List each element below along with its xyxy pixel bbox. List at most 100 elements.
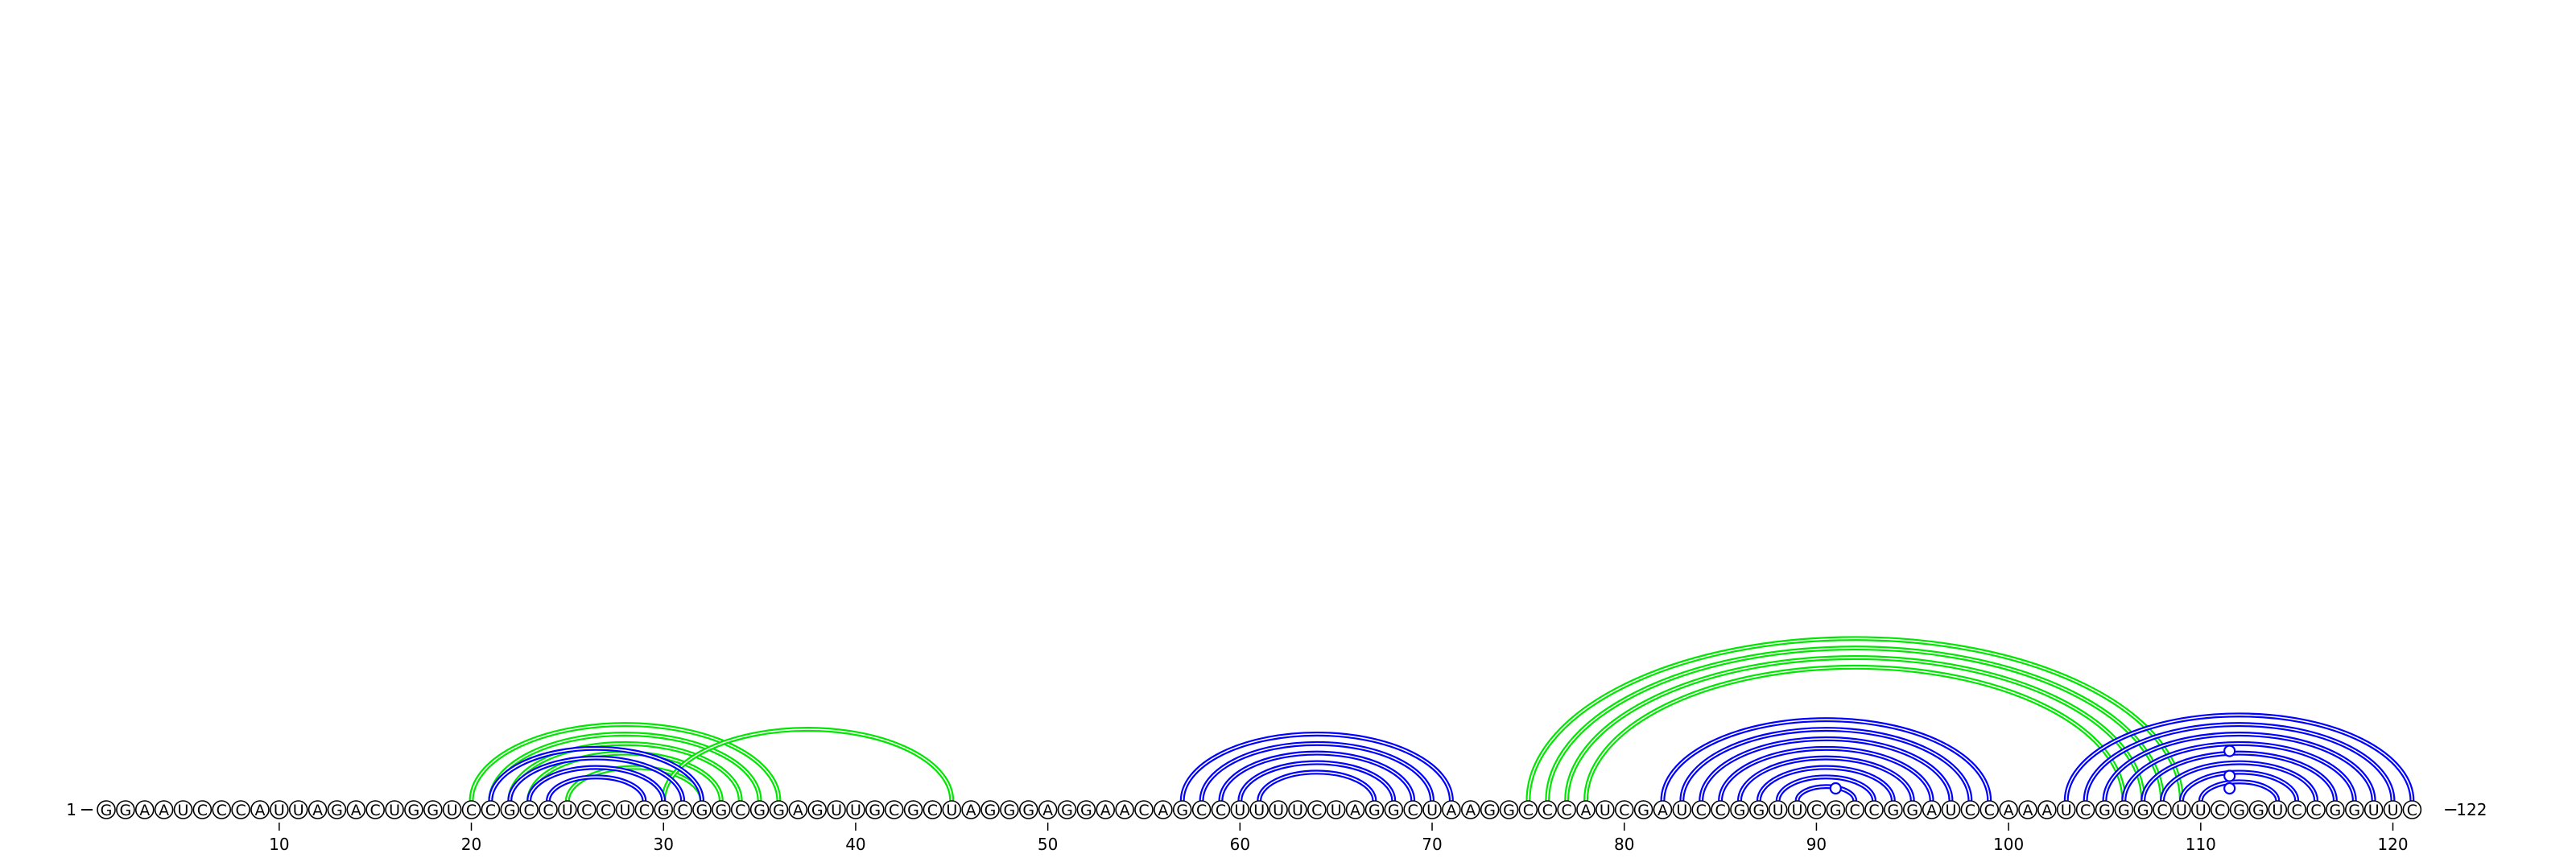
nucleotide: C bbox=[1134, 800, 1154, 819]
nucleotide-letter: C bbox=[217, 802, 227, 819]
nucleotide-letter: G bbox=[985, 802, 997, 819]
nucleotide-letter: A bbox=[1350, 802, 1360, 819]
primary-arc bbox=[1794, 784, 1858, 802]
nucleotide: C bbox=[1845, 800, 1864, 819]
nucleotide: C bbox=[576, 800, 597, 819]
nucleotide-letter: A bbox=[2023, 802, 2033, 819]
axis-tick: 60 bbox=[1230, 823, 1250, 854]
secondary-arc bbox=[526, 750, 724, 802]
nucleotide: U bbox=[2383, 800, 2403, 819]
nucleotide-letter: C bbox=[197, 802, 208, 819]
nucleotide: A bbox=[1442, 800, 1461, 819]
nucleotide-letter: G bbox=[658, 802, 670, 819]
secondary-arcs bbox=[469, 636, 2184, 802]
nucleotide-letter: A bbox=[254, 802, 265, 819]
primary-arc bbox=[1736, 755, 1915, 802]
nucleotide-letter: U bbox=[1273, 802, 1284, 819]
nucleotide: G bbox=[2095, 800, 2115, 819]
nucleotide-letter: G bbox=[1061, 802, 1073, 819]
nucleotide-letter: C bbox=[1965, 802, 1975, 819]
nucleotide: C bbox=[1538, 800, 1558, 819]
nucleotide-letter: C bbox=[2292, 802, 2302, 819]
axis-tick: 40 bbox=[845, 823, 866, 854]
nucleotide-letter: G bbox=[696, 802, 708, 819]
nucleotide: C bbox=[730, 800, 750, 819]
nucleotide: U bbox=[558, 800, 577, 819]
nucleotide: C bbox=[1557, 800, 1576, 819]
nucleotide-letter: U bbox=[293, 802, 304, 819]
nucleotide-letter: U bbox=[850, 802, 861, 819]
primary-arc bbox=[526, 765, 667, 802]
nucleotide: G bbox=[1364, 800, 1385, 819]
nucleotide: C bbox=[596, 800, 616, 819]
nucleotide: C bbox=[1691, 800, 1711, 819]
nucleotide: G bbox=[500, 800, 520, 819]
nucleotide: U bbox=[1269, 800, 1288, 819]
nucleotide: G bbox=[1749, 800, 1769, 819]
nucleotide: C bbox=[2306, 800, 2326, 819]
nucleotide: A bbox=[154, 800, 174, 819]
nucleotide-letter: G bbox=[1388, 802, 1400, 819]
nucleotide-letter: C bbox=[581, 802, 592, 819]
axis-tick: 80 bbox=[1614, 823, 1634, 854]
secondary-arc bbox=[1564, 655, 2146, 802]
primary-arc bbox=[546, 774, 647, 802]
nucleotide: C bbox=[539, 800, 558, 819]
nucleotide-letter: U bbox=[1792, 802, 1803, 819]
tick-label: 40 bbox=[845, 835, 865, 854]
nucleotide: U bbox=[2363, 800, 2384, 819]
nucleotide-letter: C bbox=[1561, 802, 1571, 819]
nucleotide: A bbox=[2037, 800, 2057, 819]
nucleotide-letter: G bbox=[101, 802, 113, 819]
nucleotide-letter: G bbox=[1503, 802, 1515, 819]
nucleotide-letter: G bbox=[1734, 802, 1746, 819]
nucleotide: U bbox=[1326, 800, 1346, 819]
nucleotide-letter: C bbox=[1715, 802, 1725, 819]
nucleotide: A bbox=[1653, 800, 1673, 819]
primary-arc bbox=[1660, 717, 1992, 802]
nucleotide: U bbox=[2056, 800, 2076, 819]
nucleotide-letter: G bbox=[2330, 802, 2342, 819]
nucleotide-letter: G bbox=[1830, 802, 1842, 819]
nucleotide: U bbox=[173, 800, 193, 819]
nucleotide-letter: C bbox=[1523, 802, 1534, 819]
nucleotide: C bbox=[1864, 800, 1884, 819]
nucleotide: G bbox=[807, 800, 827, 819]
nucleotide-letter: A bbox=[139, 802, 150, 819]
end-label: 122 bbox=[2456, 800, 2487, 819]
nucleotide-letter: G bbox=[1752, 802, 1765, 819]
primary-arc bbox=[2083, 722, 2396, 802]
nucleotide-letter: U bbox=[1292, 802, 1303, 819]
nucleotide: A bbox=[2018, 800, 2037, 819]
nucleotide: C bbox=[1960, 800, 1980, 819]
primary-arc bbox=[1237, 760, 1397, 802]
nucleotide-letter: G bbox=[1637, 802, 1649, 819]
nucleotide: A bbox=[346, 800, 366, 819]
nucleotide: C bbox=[2153, 800, 2172, 819]
nucleotide-letter: G bbox=[2252, 802, 2264, 819]
nucleotide: G bbox=[1499, 800, 1519, 819]
nucleotide: G bbox=[1884, 800, 1903, 819]
nucleotide: U bbox=[1768, 800, 1788, 819]
nucleotide: U bbox=[1672, 800, 1692, 819]
axis-tick: 50 bbox=[1038, 823, 1058, 854]
nucleotide-letter: G bbox=[1906, 802, 1918, 819]
tick-label: 120 bbox=[2377, 835, 2408, 854]
nucleotide-letter: G bbox=[2099, 802, 2111, 819]
nucleotide: A bbox=[1576, 800, 1596, 819]
nucleotide: C bbox=[2075, 800, 2095, 819]
nucleotide: C bbox=[2210, 800, 2230, 819]
nucleotide: G bbox=[692, 800, 712, 819]
nucleotide-letter: C bbox=[543, 802, 553, 819]
nucleotide: C bbox=[884, 800, 904, 819]
nucleotide-letter: U bbox=[178, 802, 189, 819]
nucleotide: U bbox=[1787, 800, 1807, 819]
nucleotide-letter: G bbox=[2348, 802, 2360, 819]
nucleotide-letter: G bbox=[120, 802, 132, 819]
nucleotide: C bbox=[2287, 800, 2306, 819]
nucleotide-letter: C bbox=[2157, 802, 2167, 819]
nucleotide-letter: C bbox=[523, 802, 534, 819]
nucleotide-letter: C bbox=[1868, 802, 1879, 819]
nucleotide-letter: U bbox=[1773, 802, 1784, 819]
